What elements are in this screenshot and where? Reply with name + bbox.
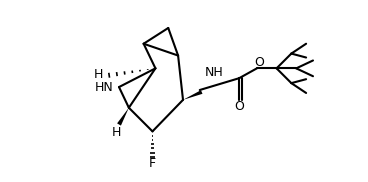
Text: F: F	[149, 157, 156, 170]
Text: O: O	[254, 56, 264, 69]
Text: O: O	[234, 100, 244, 113]
Polygon shape	[117, 108, 129, 126]
Polygon shape	[183, 90, 202, 100]
Text: H: H	[93, 68, 103, 81]
Text: NH: NH	[205, 66, 224, 79]
Text: H: H	[112, 126, 121, 139]
Text: HN: HN	[95, 81, 114, 94]
